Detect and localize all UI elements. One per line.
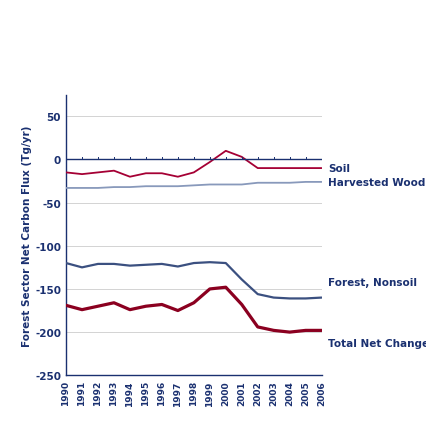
- Y-axis label: Forest Sector Net Carbon Flux (Tg/yr): Forest Sector Net Carbon Flux (Tg/yr): [23, 125, 32, 346]
- Text: Harvested Wood: Harvested Wood: [328, 178, 426, 187]
- Text: Forest, Nonsoil: Forest, Nonsoil: [328, 278, 417, 288]
- Text: Estimates of Net Annual Changes in Carbon Stocks: Estimates of Net Annual Changes in Carbo…: [23, 27, 403, 40]
- Text: Total Net Change: Total Net Change: [328, 339, 426, 349]
- Text: for Major Carbon Pools: for Major Carbon Pools: [127, 59, 299, 72]
- Text: Soil: Soil: [328, 164, 350, 174]
